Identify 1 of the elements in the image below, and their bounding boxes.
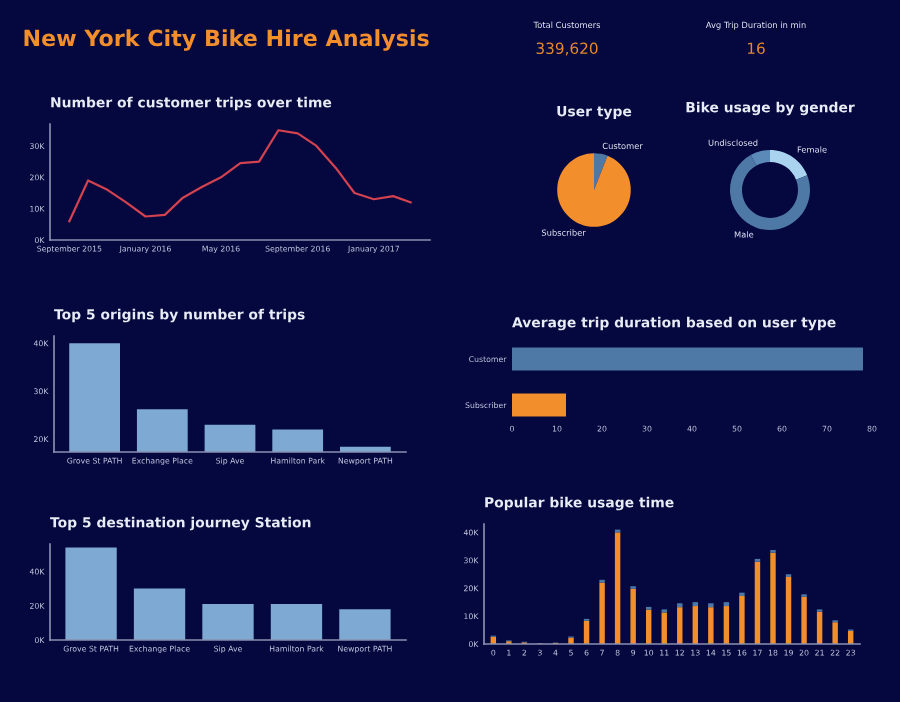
text: New York City Bike Hire Analysis <box>24 29 429 51</box>
